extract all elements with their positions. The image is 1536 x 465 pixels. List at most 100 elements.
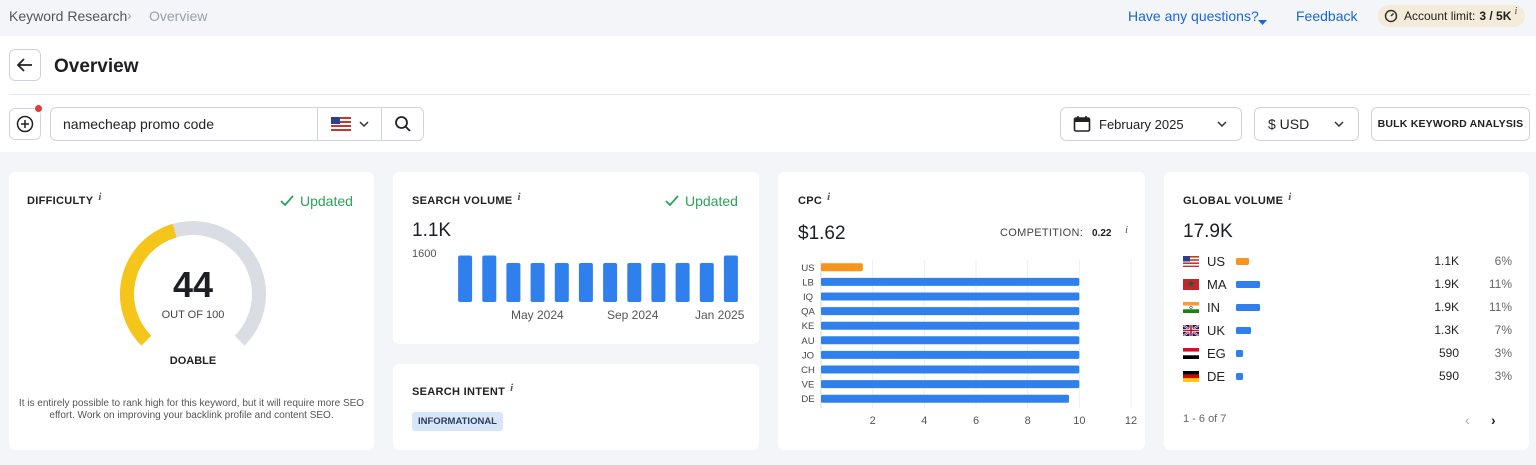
breadcrumb-root[interactable]: Keyword Research [9,8,128,24]
x-tick-label: 2 [870,415,876,427]
chevron-left-icon[interactable]: ‹ [1465,412,1470,428]
search-input[interactable] [51,108,317,140]
feedback-link[interactable]: Feedback [1296,8,1358,24]
country-code: DE [1207,369,1226,384]
questions-link[interactable]: Have any questions? [1128,8,1259,24]
chevron-right-icon[interactable]: › [1491,412,1496,428]
share-bar [1236,373,1243,380]
cpc-bar[interactable] [821,307,1080,316]
in-flag-icon [1183,302,1199,313]
volume-bar[interactable] [675,263,690,302]
back-button[interactable] [9,49,41,81]
volume-bar[interactable] [578,263,593,302]
volume-bar[interactable] [506,263,521,302]
header-panel: Overview [0,36,1536,152]
account-limit-label: Account limit: [1404,9,1476,23]
de-flag-icon [1183,371,1199,382]
info-icon[interactable]: i [1125,224,1129,236]
difficulty-status-text: Updated [300,193,353,209]
country-code: IN [1207,300,1220,315]
info-icon[interactable]: i [827,191,831,203]
share-bar [1236,350,1243,357]
add-keyword-button[interactable] [9,108,41,140]
search-icon [394,115,412,133]
volume-bar[interactable] [482,255,497,303]
volume-bar[interactable] [627,263,642,302]
top-bar: Keyword Research › Overview Have any que… [0,0,1536,36]
competition-value: 0.22 [1092,228,1112,239]
arrow-left-icon [17,58,33,72]
volume-bar[interactable] [651,263,666,302]
country-label: LB [802,277,814,288]
divider [9,94,1530,95]
difficulty-title-text: DIFFICULTY [27,195,94,207]
ma-flag-icon [1183,279,1199,290]
cpc-bar[interactable] [821,380,1080,389]
search-box [50,107,424,141]
cpc-bar[interactable] [821,263,863,272]
global-volume-row[interactable]: EG 590 3% [1183,344,1513,364]
country-code: MA [1207,277,1227,292]
global-volume-row[interactable]: UK 1.3K 7% [1183,321,1513,341]
volume-bar[interactable] [699,263,714,302]
chevron-down-icon[interactable] [1258,13,1267,31]
check-icon [665,195,679,207]
country-volume: 1.3K [1434,323,1459,337]
country-percent: 11% [1488,277,1512,291]
difficulty-gauge [120,221,266,346]
notification-dot [34,104,43,113]
volume-bar[interactable] [603,263,618,302]
info-icon[interactable]: i [1514,5,1518,17]
global-volume-title-text: GLOBAL VOLUME [1183,195,1284,207]
global-volume-row[interactable]: DE 590 3% [1183,367,1513,387]
search-button[interactable] [381,108,423,140]
country-select[interactable] [317,108,381,140]
volume-bar[interactable] [723,255,738,303]
info-icon[interactable]: i [510,382,514,394]
global-volume-row[interactable]: IN 1.9K 11% [1183,298,1513,318]
cpc-bar[interactable] [821,394,1069,403]
country-code: UK [1207,323,1226,338]
info-icon[interactable]: i [98,191,102,203]
cpc-bar[interactable] [821,277,1080,286]
cpc-bar[interactable] [821,336,1080,345]
global-volume-row[interactable]: MA 1.9K 11% [1183,275,1513,295]
currency-select[interactable]: $ USD [1254,107,1359,141]
x-tick-label: 10 [1073,415,1085,427]
info-icon[interactable]: i [517,191,521,203]
cpc-bar[interactable] [821,292,1080,301]
info-icon[interactable]: i [1288,191,1292,203]
gauge-icon [1384,9,1398,23]
account-limit-badge[interactable]: Account limit: 3 / 5K i [1378,5,1526,27]
x-tick-label: 12 [1125,415,1137,427]
search-intent-title-text: SEARCH INTENT [412,386,506,398]
page-title: Overview [54,56,139,77]
plus-circle-icon [16,115,34,133]
country-label: QA [801,307,815,318]
country-code: US [1207,254,1226,269]
country-percent: 6% [1494,254,1512,268]
bulk-keyword-analysis-button[interactable]: BULK KEYWORD ANALYSIS [1371,107,1530,141]
cpc-bar[interactable] [821,365,1080,374]
chevron-down-icon [1217,121,1227,127]
intent-tag[interactable]: INFORMATIONAL [412,412,503,431]
country-volume: 590 [1438,346,1459,360]
country-volume: 1.1K [1434,254,1459,268]
country-percent: 3% [1494,346,1512,360]
date-select-value: February 2025 [1099,116,1184,132]
volume-bar[interactable] [530,263,545,302]
global-volume-row[interactable]: US 1.1K 6% [1183,252,1513,272]
volume-bar[interactable] [554,263,569,302]
country-label: KE [802,321,815,332]
cpc-bar[interactable] [821,350,1080,359]
volume-bar[interactable] [458,255,473,303]
cpc-bar[interactable] [821,321,1080,330]
global-volume-card: GLOBAL VOLUME i 17.9K US 1.1K 6% MA 1.9K 11% IN… [1164,172,1529,450]
country-percent: 3% [1494,369,1512,383]
x-tick-label: 4 [921,415,927,427]
date-select[interactable]: February 2025 [1060,107,1242,141]
chevron-down-icon [358,121,369,127]
country-label: DE [801,394,814,405]
difficulty-card: DIFFICULTY i Updated 44 OUT OF 100 DOABLE… [9,172,374,450]
country-label: AU [801,336,814,347]
